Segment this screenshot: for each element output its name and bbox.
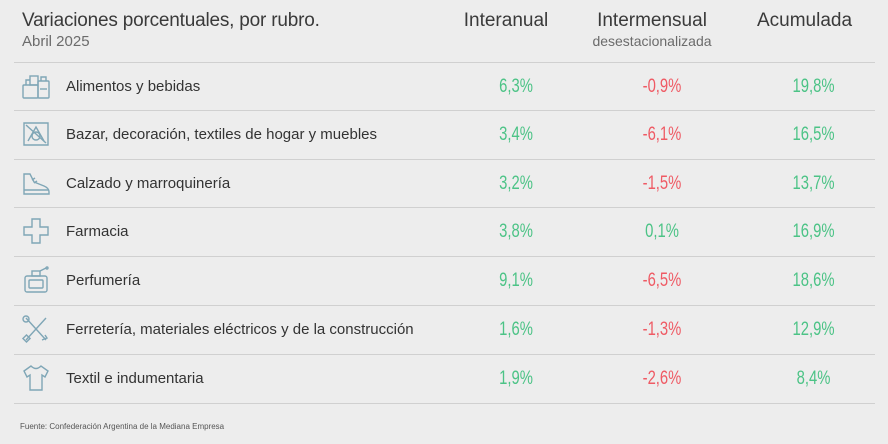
column-header-sublabel: desestacionalizada [592, 33, 712, 49]
chart-title: Variaciones porcentuales, por rubro. [22, 10, 320, 31]
value-interanual: 6,3% [499, 76, 533, 97]
source-note: Fuente: Confederación Argentina de la Me… [20, 422, 225, 431]
column-header-interanual: Interanual [446, 10, 566, 32]
perfume-icon [20, 265, 52, 295]
row-label: Perfumería [66, 272, 141, 290]
value-intermensual: -0,9% [642, 76, 682, 97]
value-interanual: 3,4% [499, 123, 533, 145]
value-intermensual: -6,1% [642, 123, 682, 145]
value-intermensual: -2,6% [642, 367, 682, 389]
column-header-acumulada: Acumulada [742, 10, 867, 32]
table-row: Ferretería, materiales eléctricos y de l… [14, 306, 875, 355]
table-row: Calzado y marroquinería 3,2% -1,5% 13,7% [14, 160, 875, 209]
home-decor-icon [20, 119, 52, 149]
row-label: Bazar, decoración, textiles de hogar y m… [66, 125, 378, 143]
medical-cross-icon [20, 216, 52, 246]
shoe-icon [20, 168, 52, 198]
column-header-label: Intermensual [597, 10, 707, 31]
table-row: Alimentos y bebidas 6,3% -0,9% 19,8% [14, 62, 875, 111]
value-acumulada: 19,8% [792, 76, 835, 97]
value-intermensual: -1,5% [642, 172, 682, 194]
table-row: Bazar, decoración, textiles de hogar y m… [14, 111, 875, 160]
value-acumulada: 16,5% [792, 123, 835, 145]
table-row: Perfumería 9,1% -6,5% 18,6% [14, 257, 875, 306]
value-interanual: 9,1% [499, 270, 533, 292]
chart-subtitle: Abril 2025 [22, 33, 90, 50]
value-interanual: 1,9% [499, 367, 533, 389]
row-label: Textil e indumentaria [66, 369, 204, 387]
shopping-basket-icon [20, 71, 52, 101]
row-label: Farmacia [66, 223, 129, 241]
tshirt-icon [20, 363, 52, 393]
value-interanual: 3,2% [499, 172, 533, 194]
value-interanual: 1,6% [499, 318, 533, 340]
table-row: Textil e indumentaria 1,9% -2,6% 8,4% [14, 355, 875, 404]
column-header-intermensual: Intermensual desestacionalizada [572, 10, 732, 49]
value-intermensual: -6,5% [642, 270, 682, 292]
value-acumulada: 8,4% [796, 367, 831, 389]
value-acumulada: 18,6% [792, 270, 835, 292]
value-intermensual: 0,1% [645, 221, 679, 243]
tools-icon [20, 314, 52, 344]
data-table: Alimentos y bebidas 6,3% -0,9% 19,8% Bazar, … [14, 62, 875, 404]
column-header-label: Acumulada [756, 10, 853, 31]
value-acumulada: 16,9% [792, 221, 835, 243]
row-label: Ferretería, materiales eléctricos y de l… [66, 320, 414, 338]
value-intermensual: -1,3% [642, 318, 682, 340]
value-acumulada: 13,7% [792, 172, 835, 194]
value-interanual: 3,8% [499, 221, 533, 243]
row-label: Alimentos y bebidas [66, 78, 201, 95]
column-header-label: Interanual [463, 10, 549, 31]
title-block: Variaciones porcentuales, por rubro. Abr… [22, 10, 320, 50]
row-label: Calzado y marroquinería [66, 174, 231, 192]
value-acumulada: 12,9% [792, 318, 835, 340]
table-row: Farmacia 3,8% 0,1% 16,9% [14, 208, 875, 258]
